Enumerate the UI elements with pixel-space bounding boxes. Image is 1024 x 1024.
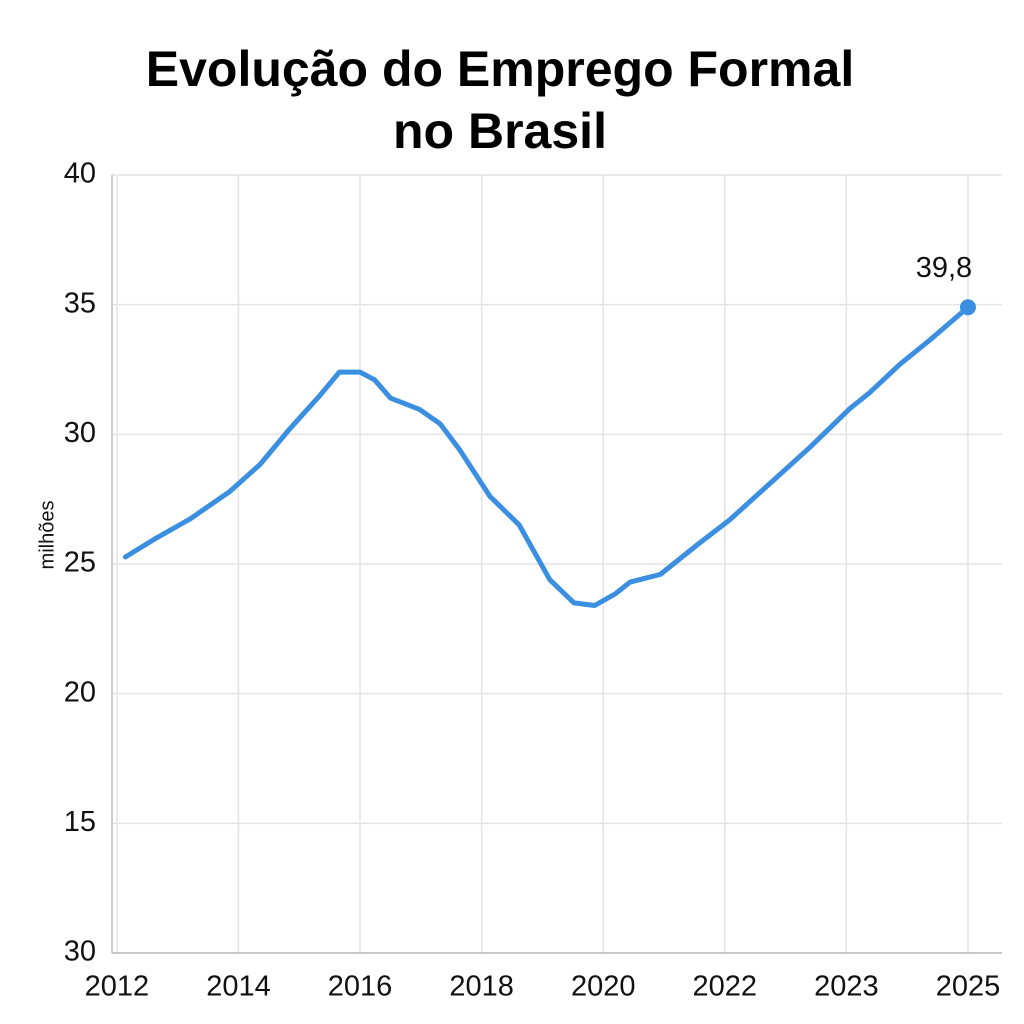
y-tick-label: 15 — [64, 806, 96, 838]
x-tick-label: 2018 — [449, 971, 514, 1003]
end-marker — [959, 299, 976, 316]
y-tick-label: 20 — [64, 676, 96, 708]
y-tick-label: 30 — [64, 417, 96, 449]
x-tick-label: 2012 — [85, 971, 150, 1003]
chart-title: Evolução do Emprego Formal no Brasil — [145, 41, 855, 159]
y-tick-label: 35 — [64, 287, 96, 319]
line — [122, 304, 971, 608]
y-axis-label: milhões — [36, 501, 58, 570]
y-tick-label: 40 — [64, 158, 96, 190]
y-tick-label: 30 — [64, 936, 96, 968]
x-tick-label: 2023 — [814, 971, 879, 1003]
x-tick-label: 2022 — [693, 971, 758, 1003]
x-tick-label: 2020 — [571, 971, 636, 1003]
x-tick-label: 2025 — [936, 971, 1001, 1003]
y-tick-label: 25 — [64, 547, 96, 579]
x-tick-label: 2014 — [206, 971, 271, 1003]
annotation: 39,8 — [916, 252, 972, 284]
x-tick-label: 2016 — [328, 971, 393, 1003]
